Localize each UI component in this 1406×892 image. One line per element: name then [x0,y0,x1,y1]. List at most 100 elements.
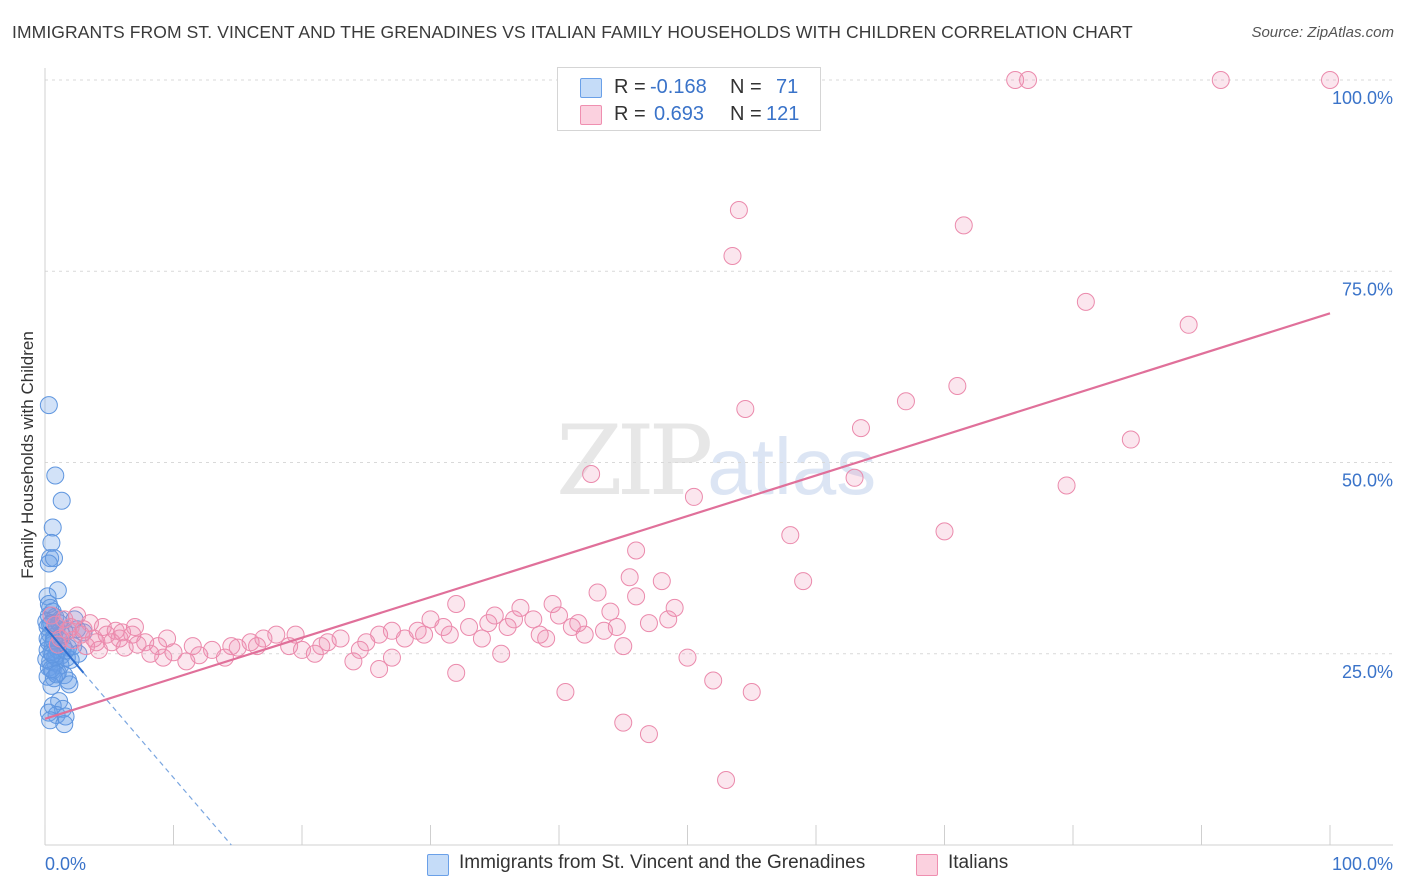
legend-r-value: -0.168 [650,76,707,98]
data-point [1076,292,1095,311]
data-point [43,518,62,537]
series-layer [37,71,1339,789]
data-point [1321,71,1339,89]
data-point [717,770,736,789]
data-point [44,549,63,568]
data-point [781,526,800,545]
data-point [1211,71,1230,89]
data-point [601,602,620,621]
legend-n-value: 71 [776,76,799,98]
data-point [530,625,549,644]
data-point [350,640,369,659]
data-point [492,644,511,663]
y-tick-label: 25.0% [1342,662,1393,682]
data-point [639,614,658,633]
data-point [460,617,479,636]
data-point [723,246,742,265]
data-point [52,491,71,510]
data-point [56,707,75,726]
legend-n-value: 121 [766,103,800,125]
data-point [485,606,504,625]
data-point [1179,315,1198,334]
data-point [415,625,434,644]
data-point [948,377,967,395]
data-point [222,637,241,656]
y-tick-label: 50.0% [1342,471,1393,491]
y-tick-label: 100.0% [1332,88,1393,108]
data-point [620,568,639,587]
data-point [665,598,684,617]
data-point [575,625,594,644]
data-point [125,617,144,636]
legend-r-value: 0.693 [654,103,705,125]
data-point [614,637,633,656]
data-point [569,614,588,633]
data-point [505,610,524,629]
data-point [43,645,62,664]
data-point [42,606,61,625]
trend-line-immigrants [44,626,85,674]
data-point [627,587,646,606]
data-point [55,715,74,734]
data-point [42,660,61,679]
data-point [149,637,168,656]
data-point [440,625,459,644]
data-point [1057,476,1076,495]
data-point [896,392,915,411]
legend-r-label: R = [614,103,646,125]
y-tick-label: 75.0% [1342,279,1393,299]
data-point [1019,71,1038,89]
trend-line-italians [44,312,1331,720]
data-point [183,637,202,656]
data-point [370,660,389,679]
trend-extension-immigrants [83,672,232,846]
data-point [652,572,671,591]
data-point [498,617,517,636]
data-point [447,663,466,682]
correlation-legend: R = -0.168 N = 71 R = 0.693 N = 121 [557,67,821,131]
legend-r-label: R = [614,76,646,98]
data-point [1121,430,1140,449]
data-point [39,595,58,614]
chart-title: IMMIGRANTS FROM ST. VINCENT AND THE GREN… [12,22,1133,42]
bottom-legend-label-immigrants: Immigrants from St. Vincent and the Gren… [459,852,866,873]
data-point [614,713,633,732]
data-point [215,648,234,667]
data-point [550,606,568,625]
bottom-legend-swatch-immigrants [427,854,449,876]
y-axis-label: Family Households with Children [18,331,37,579]
data-point [543,595,562,614]
data-point [1006,71,1025,89]
data-point [684,487,703,506]
data-point [39,554,58,573]
data-point [742,683,761,701]
data-point [472,629,491,648]
data-point [639,725,658,744]
data-point [479,614,498,633]
data-point [46,466,65,485]
data-point [158,629,177,648]
data-point [954,216,973,235]
data-point [935,522,954,541]
legend-swatch-immigrants [580,78,602,98]
data-point [267,625,286,644]
trend-layer [44,312,1331,846]
series-immigrants [37,396,93,734]
data-point [851,419,870,438]
data-point [305,644,324,663]
x-tick-label: 100.0% [1332,854,1393,874]
data-point [627,541,646,560]
data-point [344,652,363,671]
legend-n-label: N = [730,76,762,98]
data-point [60,675,79,694]
x-tick-label: 0.0% [45,854,86,874]
data-point [434,617,453,636]
legend-n-label: N = [730,103,762,125]
bottom-legend-swatch-italians [916,854,938,876]
data-point [556,683,575,701]
data-point [845,468,864,487]
data-point [524,610,543,629]
data-point [154,648,173,667]
series-italians [42,71,1339,789]
data-point [42,533,61,552]
